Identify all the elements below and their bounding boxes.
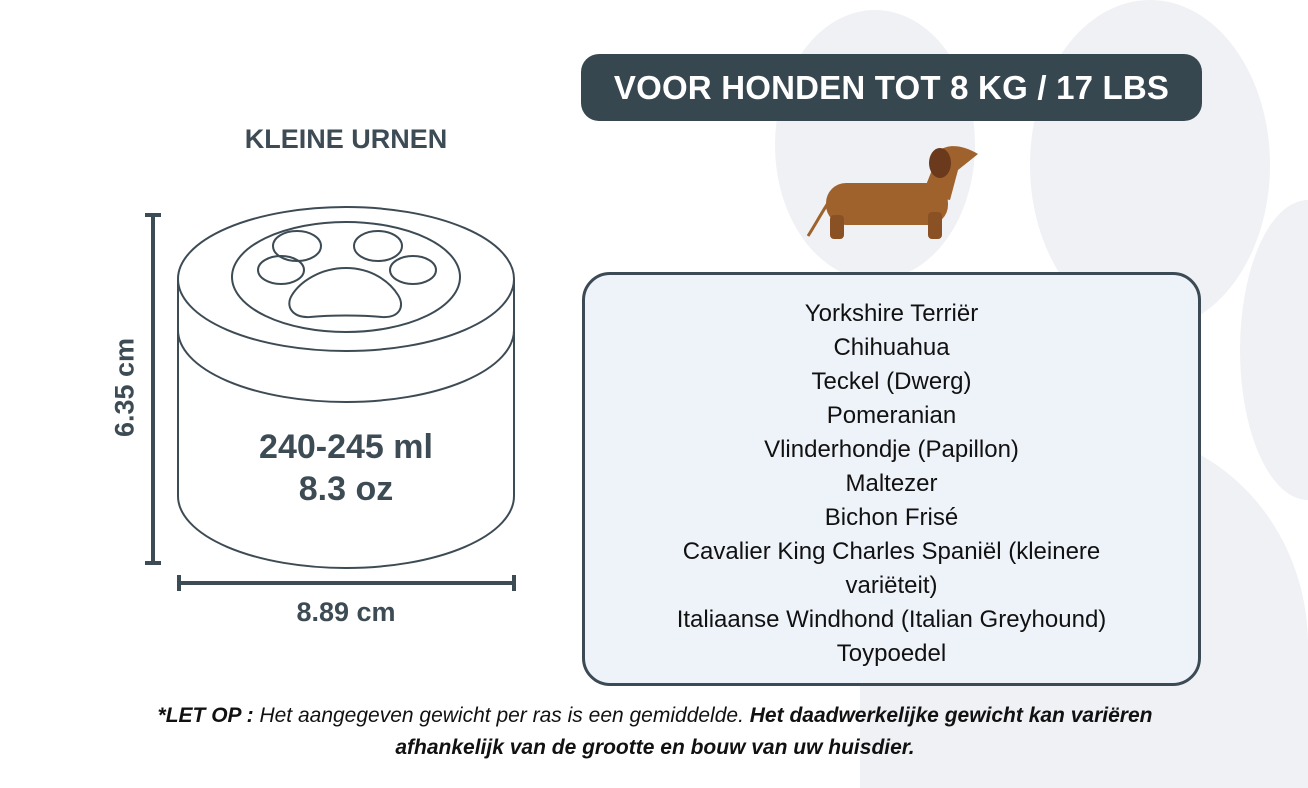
disclaimer-note: *LET OP : Het aangegeven gewicht per ras… bbox=[150, 700, 1160, 764]
breed-list-box: Yorkshire Terriër Chihuahua Teckel (Dwer… bbox=[582, 272, 1201, 686]
list-item: Cavalier King Charles Spaniël (kleinere … bbox=[682, 538, 1101, 599]
list-item: Vlinderhondje (Papillon) bbox=[764, 436, 1019, 463]
width-dimension-line bbox=[177, 575, 516, 591]
width-label: 8.89 cm bbox=[296, 597, 396, 627]
dachshund-icon bbox=[806, 146, 978, 239]
note-text: Het aangegeven gewicht per ras is een ge… bbox=[253, 704, 750, 727]
breed-list: Yorkshire Terriër Chihuahua Teckel (Dwer… bbox=[585, 297, 1198, 671]
list-item: Teckel (Dwerg) bbox=[811, 368, 972, 395]
height-dimension-line bbox=[145, 213, 161, 565]
note-bold-text: Het daadwerkelijke gewicht kan variëren … bbox=[395, 704, 1153, 759]
volume-ml: 240-245 ml bbox=[259, 428, 433, 466]
product-title: KLEINE URNEN bbox=[244, 124, 448, 154]
volume-oz: 8.3 oz bbox=[298, 470, 394, 508]
list-item: Toypoedel bbox=[836, 640, 947, 667]
list-item: Bichon Frisé bbox=[824, 504, 959, 531]
list-item: Yorkshire Terriër bbox=[804, 300, 979, 327]
note-label: *LET OP : bbox=[157, 704, 254, 727]
height-label: 6.35 cm bbox=[109, 337, 140, 438]
list-item: Italiaanse Windhond (Italian Greyhound) bbox=[676, 606, 1107, 633]
list-item: Pomeranian bbox=[826, 402, 957, 429]
list-item: Chihuahua bbox=[833, 334, 950, 361]
list-item: Maltezer bbox=[845, 470, 938, 497]
weight-badge: VOOR HONDEN TOT 8 KG / 17 LBS bbox=[581, 54, 1202, 121]
